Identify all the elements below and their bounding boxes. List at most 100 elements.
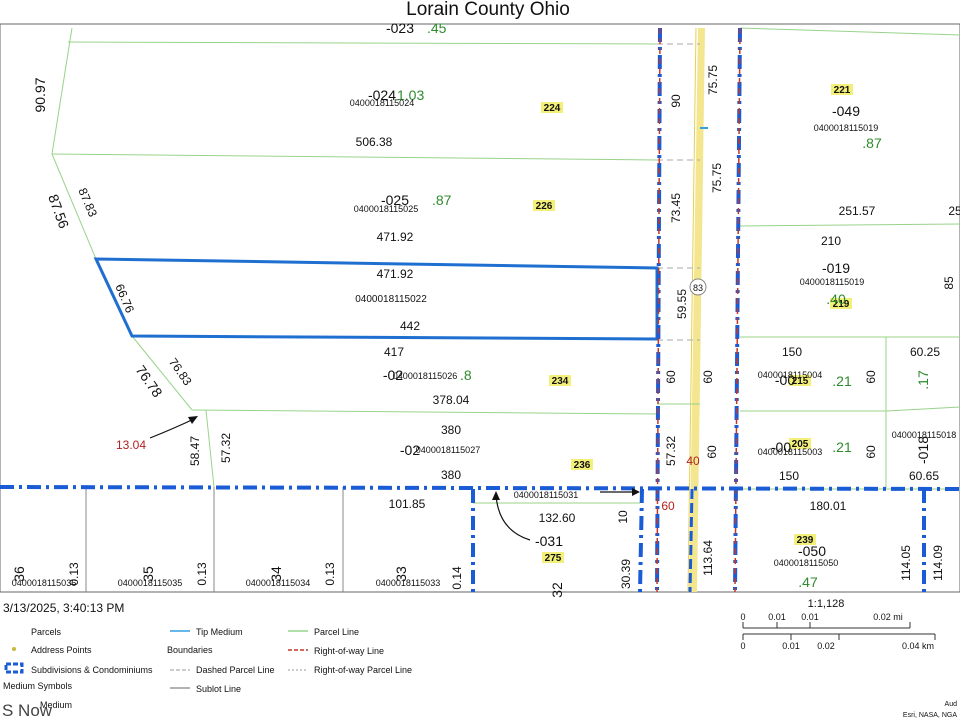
parcel-pin: 0400018115022	[355, 294, 427, 305]
dimension-label: 210	[821, 234, 841, 248]
parcel-id: -02	[400, 442, 420, 458]
dimension-label: 60	[701, 370, 715, 384]
parcel-acres: .21	[832, 373, 852, 389]
dimension-label: 180.01	[810, 499, 847, 513]
address-label: 234	[552, 376, 569, 387]
arrowhead	[188, 416, 198, 424]
legend-dashed-parcel-line: Dashed Parcel Line	[196, 665, 275, 675]
dimension-label: 59.55	[675, 289, 689, 319]
parcel-pin: 0400018115025	[354, 204, 418, 214]
dimension-label: 75.75	[706, 65, 720, 95]
scale-tick: 0.02 mi	[873, 612, 903, 622]
address-label: 275	[545, 553, 562, 564]
parcel-pin: 0400018115019	[800, 277, 864, 287]
map-frame	[0, 23, 960, 593]
dimension-label: 132.60	[539, 511, 576, 525]
dimension-label: 32	[549, 582, 565, 598]
dimension-label: 58.47	[188, 436, 202, 466]
parcel-acres: .40	[826, 291, 846, 307]
dimension-label: 60.25	[910, 345, 940, 359]
road-edge	[687, 27, 697, 593]
dimension-label: 0.13	[195, 562, 209, 586]
legend-parcel-line: Parcel Line	[314, 627, 359, 637]
dimension-label: 471.92	[377, 230, 414, 244]
address-label: 215	[792, 376, 809, 387]
parcel-id: -00	[771, 439, 791, 455]
subdivision-icon	[4, 662, 24, 674]
dimension-label: 75.75	[710, 163, 724, 193]
parcel-id: -049	[832, 103, 860, 119]
dimension-label: 150	[782, 345, 802, 359]
address-label: 224	[544, 103, 561, 114]
watermark: S Now	[2, 701, 53, 719]
address-point-icon	[12, 647, 16, 651]
timestamp: 3/13/2025, 3:40:13 PM	[3, 601, 124, 615]
parcel-id: -025	[381, 192, 409, 208]
parcel-pin: 0400018115033	[376, 578, 440, 588]
parcel-acres: .45	[427, 20, 447, 36]
dimension-label: 57.32	[664, 436, 678, 466]
parcel-acres: .87	[862, 135, 882, 151]
legend-boundaries: Boundaries	[167, 645, 213, 655]
legend-subdivisions: Subdivisions & Condominiums	[31, 665, 153, 675]
parcel-pin: 0400018115024	[350, 98, 414, 108]
parcel-pin: 0400018115003	[758, 447, 822, 457]
subject-parcel[interactable]	[93, 257, 659, 341]
parcel-id: -018	[915, 436, 931, 464]
address-label: 226	[536, 201, 553, 212]
dimension-label: 101.85	[389, 497, 426, 511]
legend-parcels: Parcels	[31, 627, 62, 637]
address-label: 239	[797, 535, 814, 546]
dimension-label: 114.05	[899, 545, 913, 581]
dimension-label: 25	[948, 204, 960, 218]
parcel-pin: 0400018115036	[12, 578, 76, 588]
scale-tick: 0.04 km	[902, 641, 934, 651]
scale-bar-mi	[742, 622, 911, 629]
dimension-label: 417	[384, 345, 404, 359]
dimension-label: 35	[140, 566, 156, 582]
parcel-acres: .21	[832, 439, 852, 455]
dimension-label: 73.45	[669, 193, 683, 223]
parcel-acres: 1.03	[397, 87, 424, 103]
scale-tick: 0.01	[801, 612, 819, 622]
parcel-pin: 0400018115031	[514, 490, 578, 500]
attribution: Esri, NASA, NGA	[903, 712, 957, 719]
scale-bar-km	[742, 633, 936, 640]
parcel-pin: 0400018115050	[774, 558, 838, 568]
arrowhead	[492, 491, 500, 500]
dimension-label: 0.14	[450, 566, 464, 590]
dimension-label: 380	[441, 468, 461, 482]
dimension-label: 13.04	[116, 438, 146, 452]
dimension-label: 0.13	[323, 562, 337, 586]
parcel-acres: .17	[915, 370, 931, 390]
dashed-lines	[657, 43, 700, 341]
scale-ratio: 1:1,128	[808, 598, 845, 610]
parcel-acres: .87	[432, 192, 452, 208]
dimension-label: 30.39	[619, 559, 633, 589]
parcel-id: -00	[775, 372, 795, 388]
road	[689, 28, 705, 592]
dimension-label: 113.64	[701, 540, 715, 576]
dimension-label: 60	[664, 370, 678, 384]
scale-tick: 0	[740, 612, 745, 622]
dimension-label: 60	[864, 445, 878, 459]
route-shield-icon	[689, 278, 707, 296]
parcel-id: -019	[822, 260, 850, 276]
dimension-label: 114.09	[931, 545, 945, 581]
legend-medium-symbols: Medium Symbols	[3, 681, 73, 691]
dimension-label: 34	[268, 566, 284, 582]
parcel-id: -023	[386, 20, 414, 36]
parcel-pin: 0400018115019	[814, 123, 878, 133]
parcel-id: -050	[798, 543, 826, 559]
legend-tip-medium: Tip Medium	[196, 627, 243, 637]
dimension-label: 60	[661, 499, 675, 513]
dimension-label: 10	[616, 510, 630, 524]
parcel-pin: 0400018115034	[246, 578, 310, 588]
scale-tick: 0.01	[768, 612, 786, 622]
legend-sublot-line: Sublot Line	[196, 684, 241, 694]
parcel-id: -02	[383, 367, 403, 383]
map-title: Lorain County Ohio	[406, 0, 570, 20]
dimension-label: 40	[686, 454, 700, 468]
parcel-id: -031	[535, 533, 563, 549]
